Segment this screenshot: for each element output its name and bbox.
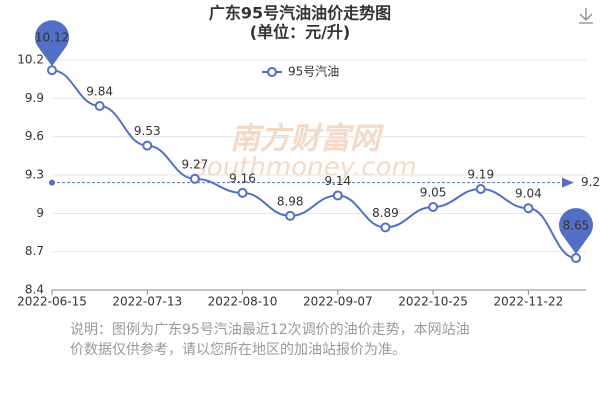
x-tick-label: 2022-08-10 <box>208 295 278 309</box>
data-label: 8.98 <box>277 194 304 208</box>
note: 价数据仅供参考，请以您所在地区的加油站报价为准。 <box>70 341 406 358</box>
y-tick-label: 9 <box>36 206 44 220</box>
y-tick-label: 10.2 <box>17 53 44 67</box>
legend-label: 95号汽油 <box>288 64 339 79</box>
chart-subtitle: (单位：元/升) <box>250 23 350 42</box>
pin <box>35 20 69 67</box>
data-label: 9.84 <box>86 85 113 99</box>
x-tick-label: 2022-07-13 <box>112 295 182 309</box>
x-tick-label: 2022-10-25 <box>398 295 468 309</box>
x-tick-label: 2022-11-22 <box>493 295 563 309</box>
point <box>142 140 153 151</box>
pin <box>559 208 593 255</box>
point <box>47 65 57 76</box>
point <box>475 184 486 195</box>
y-tick-label: 9.3 <box>25 168 44 182</box>
data-label: 8.89 <box>372 206 399 220</box>
mark-line-label: 9.2 <box>581 175 600 189</box>
point <box>189 173 200 184</box>
pin-label: 8.65 <box>563 219 590 233</box>
data-label: 9.05 <box>420 185 447 199</box>
point <box>571 253 581 264</box>
download-icon[interactable] <box>579 8 593 24</box>
data-label: 9.16 <box>229 171 256 185</box>
y-tick-label: 8.7 <box>25 244 44 258</box>
legend-marker <box>267 67 277 77</box>
x-tick-label: 2022-06-15 <box>17 295 87 309</box>
point <box>285 210 296 221</box>
point <box>380 222 391 233</box>
data-label: 9.19 <box>467 168 494 182</box>
download-glyph[interactable] <box>579 8 593 24</box>
pin-label: 10.12 <box>35 31 69 45</box>
watermark: southmoney.com <box>193 153 416 183</box>
mark-line-arrow <box>562 177 574 188</box>
y-tick-label: 9.6 <box>25 129 44 143</box>
point <box>428 201 439 212</box>
point <box>94 101 105 111</box>
point <box>332 190 343 201</box>
point <box>237 187 248 198</box>
y-tick-label: 8.4 <box>25 283 44 297</box>
mark-line-start <box>49 179 55 186</box>
data-label: 9.53 <box>134 124 161 138</box>
point <box>523 203 534 214</box>
data-label: 9.27 <box>182 157 209 171</box>
line <box>51 69 577 260</box>
y-tick-label: 9.9 <box>25 91 44 105</box>
x-tick-label: 2022-09-07 <box>303 295 373 309</box>
data-label: 9.04 <box>515 187 542 201</box>
data-label: 9.14 <box>324 174 351 188</box>
note: 说明：图例为广东95号汽油最近12次调价的油价走势，本网站油 <box>70 322 470 338</box>
watermark: 南方财富网 <box>230 122 384 157</box>
chart-title: 广东95号汽油油价走势图 <box>209 4 391 23</box>
